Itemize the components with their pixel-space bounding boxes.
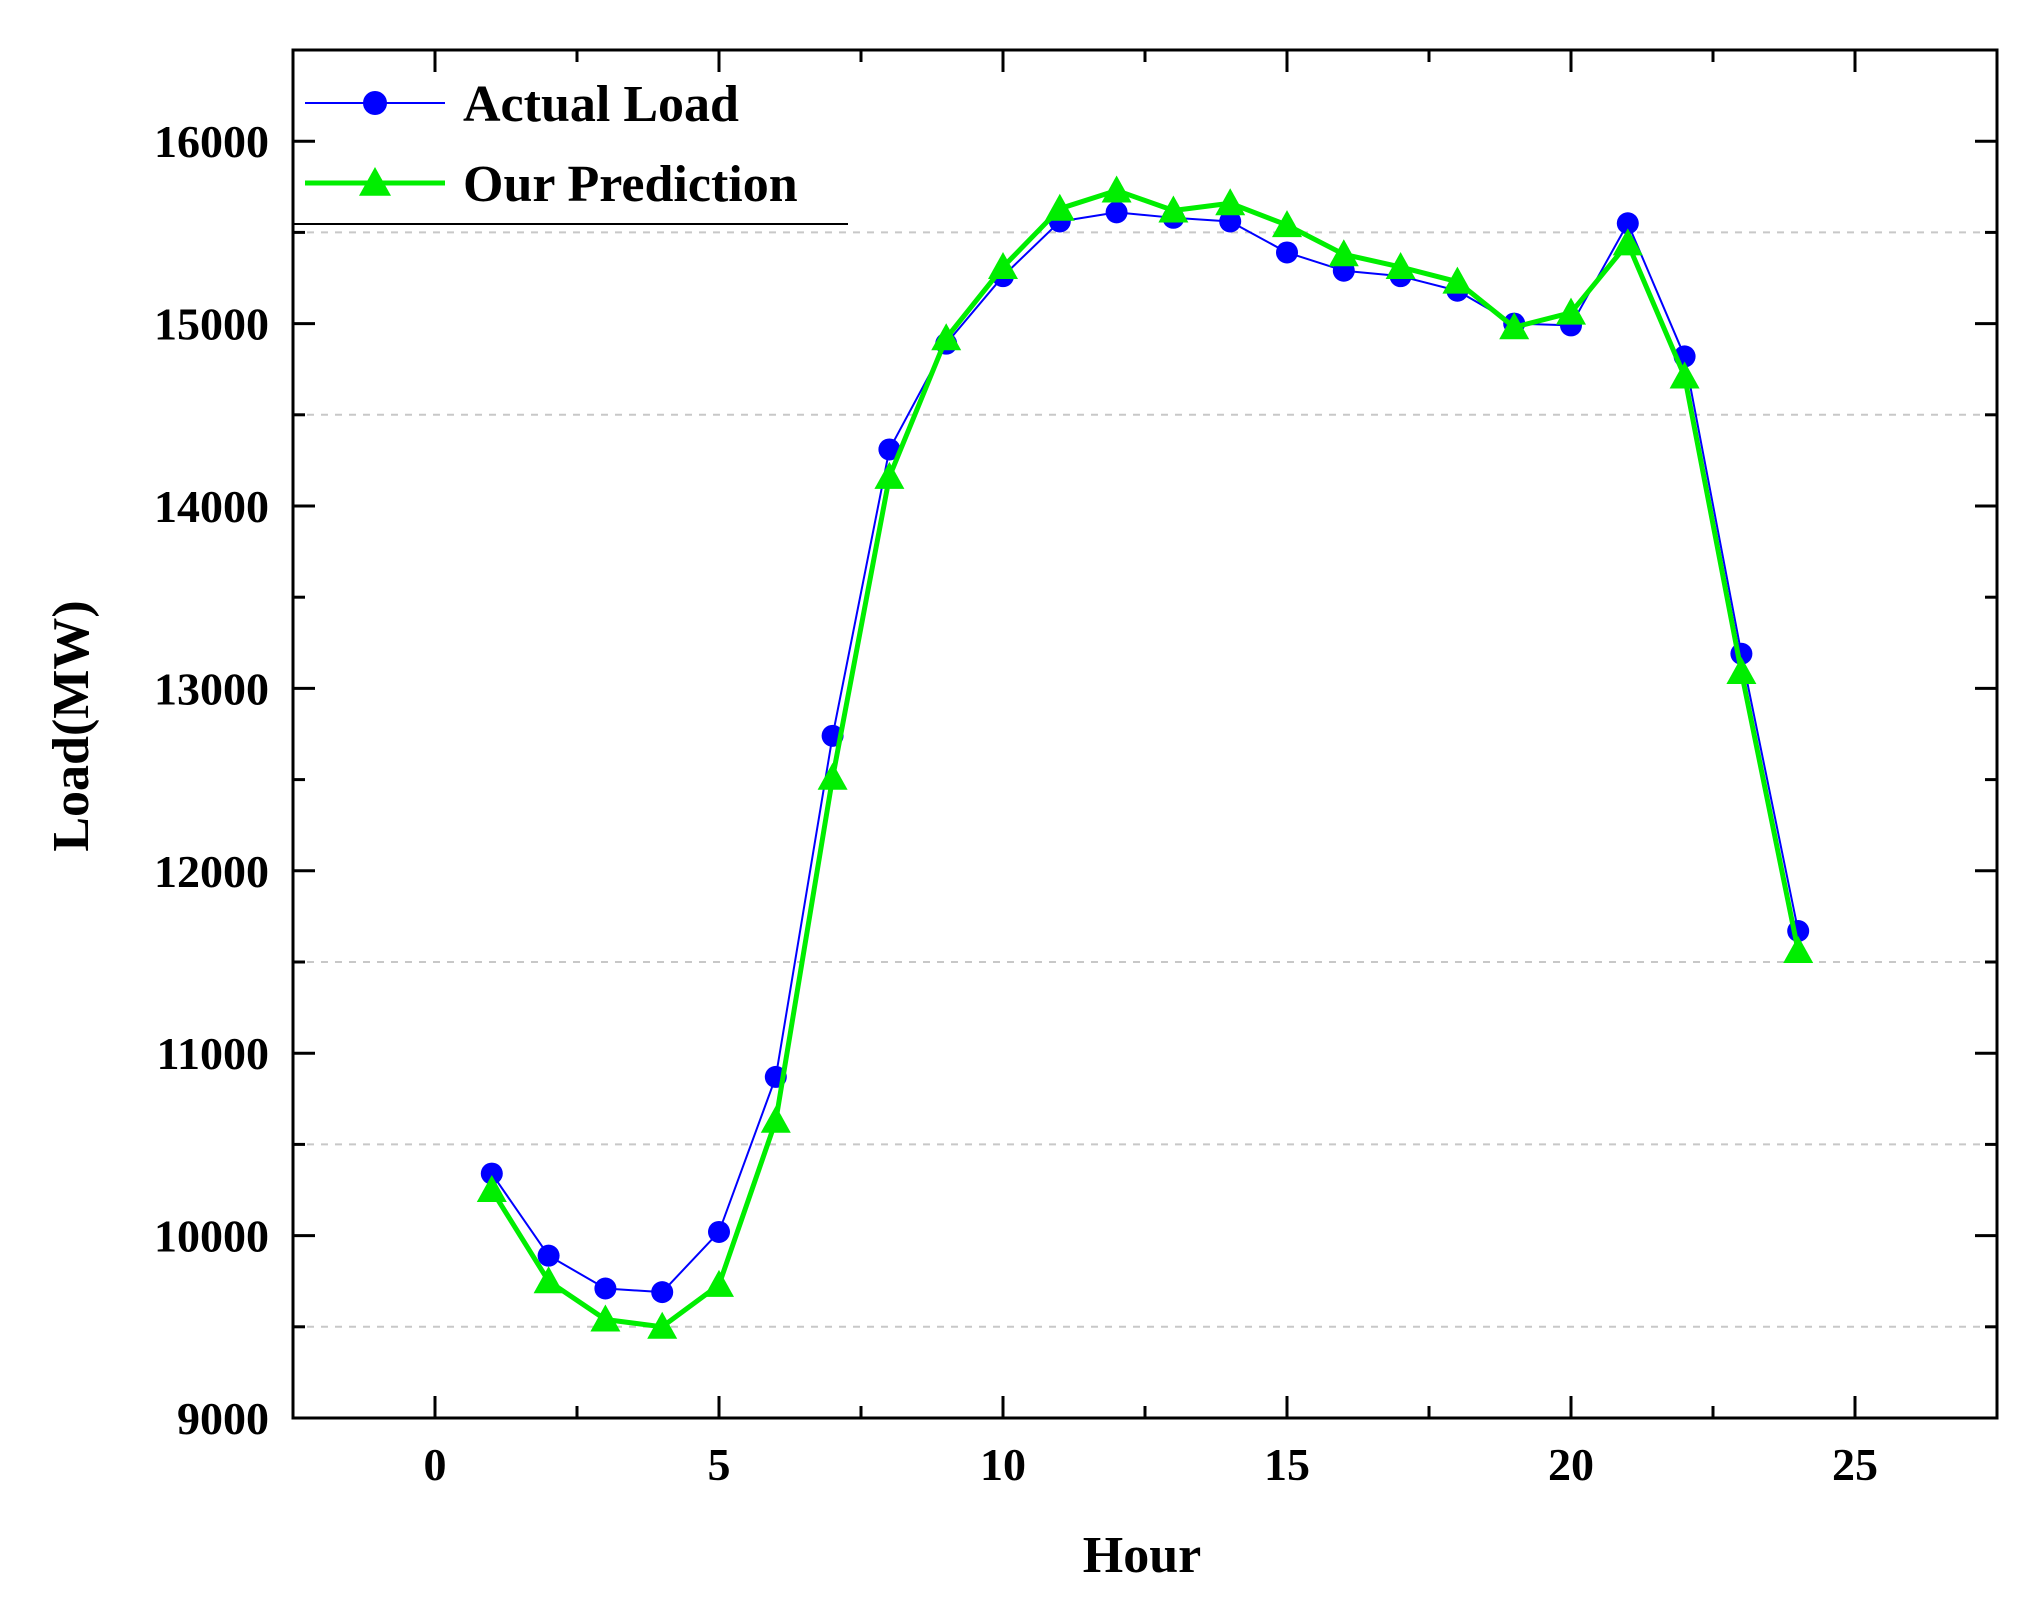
data-point	[651, 1281, 674, 1304]
data-point	[1385, 252, 1416, 280]
series-line-actual-load	[490, 211, 1800, 1294]
series-layer	[476, 175, 1814, 1339]
data-point	[708, 1220, 730, 1243]
x-tick-label: 20	[1548, 1439, 1594, 1490]
data-point	[760, 1105, 791, 1133]
data-point	[590, 1304, 621, 1332]
y-tick-label: 15000	[154, 299, 269, 350]
data-point	[1556, 297, 1586, 325]
data-point	[594, 1277, 617, 1300]
data-point	[1044, 193, 1075, 221]
x-tick-label: 0	[424, 1439, 447, 1490]
legend-label: Actual Load	[463, 76, 739, 133]
x-tick-label: 15	[1264, 1439, 1310, 1490]
data-point	[874, 461, 905, 489]
data-point	[1612, 228, 1643, 256]
y-tick-label: 9000	[177, 1393, 269, 1444]
data-point	[817, 762, 848, 790]
axes-layer: 9000 10000 11000 12000 13000 14000 15000 16000 0…	[154, 48, 1999, 1490]
plot-frame	[291, 48, 1999, 1420]
data-point	[704, 1269, 734, 1297]
data-point	[1442, 266, 1473, 294]
series-line-our-prediction	[489, 187, 1801, 1330]
grid-layer	[293, 231, 1997, 1328]
legend-marker	[359, 167, 391, 196]
x-tick-label: 5	[708, 1439, 731, 1490]
data-point	[1726, 656, 1757, 684]
data-point	[1272, 210, 1302, 238]
data-point	[537, 1244, 560, 1267]
data-point	[647, 1311, 678, 1339]
data-point	[1105, 201, 1128, 224]
x-axis-title: Hour	[1083, 1527, 1201, 1584]
y-tick-label: 14000	[154, 481, 269, 532]
data-point	[1783, 936, 1814, 964]
data-point	[476, 1175, 507, 1202]
data-point	[988, 252, 1018, 280]
data-point	[1215, 188, 1246, 216]
data-point	[1101, 175, 1132, 203]
data-point	[533, 1266, 564, 1294]
data-point	[1669, 361, 1700, 389]
legend: Actual Load Our Prediction	[293, 76, 848, 225]
data-point	[1499, 312, 1530, 340]
x-tick-label: 25	[1832, 1439, 1878, 1490]
data-point	[480, 1162, 503, 1185]
y-tick-label: 16000	[154, 116, 269, 167]
x-tick-label: 10	[980, 1439, 1026, 1490]
data-point	[1616, 212, 1639, 235]
data-point	[1328, 239, 1359, 267]
y-tick-label: 13000	[154, 663, 269, 714]
legend-marker	[363, 91, 387, 115]
data-point	[878, 438, 901, 461]
legend-label: Our Prediction	[463, 156, 798, 213]
y-axis-title: Load(MW)	[43, 600, 100, 851]
data-point	[1276, 241, 1298, 264]
y-tick-label: 11000	[157, 1028, 269, 1079]
y-tick-label: 12000	[154, 846, 269, 897]
y-tick-label: 10000	[154, 1211, 269, 1262]
data-point	[1158, 195, 1189, 223]
data-point	[1219, 210, 1242, 233]
data-point	[931, 323, 962, 351]
